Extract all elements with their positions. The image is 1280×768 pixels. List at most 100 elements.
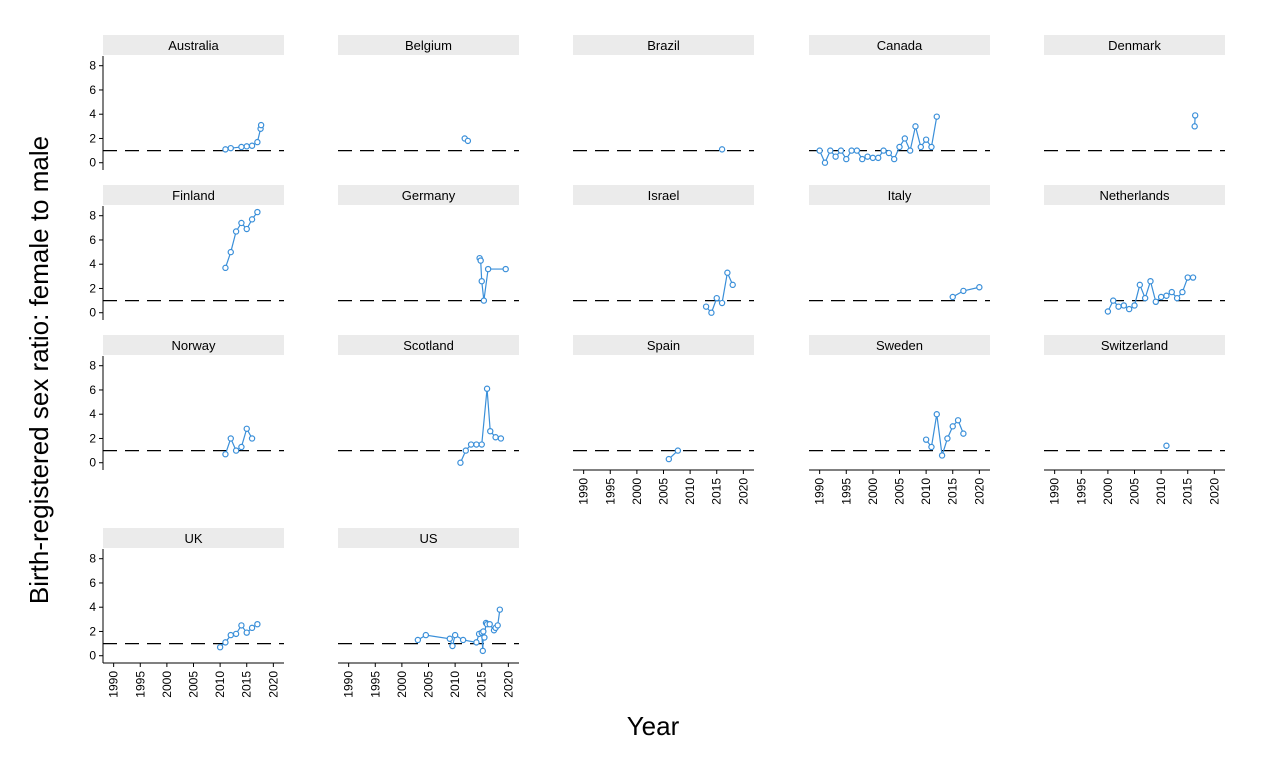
data-point-norway-2 [232,447,240,454]
y-tick-label-uk-2: 2 [89,624,96,638]
strip-background-us [338,528,519,548]
x-tick-label-uk-1990: 1990 [107,671,121,698]
y-tick-label-uk-0: 0 [89,649,96,663]
data-point-canada-20 [922,136,930,143]
panel-italy: Italy [809,185,990,302]
data-point-netherlands-3 [1120,302,1128,309]
data-point-canada-14 [890,155,898,163]
data-point-netherlands-6 [1136,281,1144,289]
strip-label-switzerland: Switzerland [1101,338,1168,353]
strip-background-scotland [338,335,519,355]
data-point-scotland-5 [483,385,491,392]
x-tick-label-sweden-2005: 2005 [893,478,907,505]
strip-background-finland [103,185,284,205]
x-tick-label-us-2005: 2005 [422,671,436,698]
strip-label-canada: Canada [877,38,923,53]
strip-background-norway [103,335,284,355]
data-point-australia-3 [243,143,250,150]
data-point-australia-0 [222,146,229,153]
x-tick-label-sweden-1990: 1990 [813,478,827,505]
data-point-us-1 [422,631,430,639]
y-axis-title: Birth-registered sex ratio: female to ma… [24,136,54,604]
data-point-canada-13 [885,149,893,157]
facet-panels: Australia 0 2 4 6 8 Belgium Brazil Canada Denmark… [89,35,1225,698]
x-tick-label-spain-1995: 1995 [603,478,617,505]
strip-background-australia [103,35,284,55]
panel-sweden: Sweden 1990 1995 2000 2005 2010 2015 2020 [809,335,990,505]
x-tick-label-us-2015: 2015 [475,671,489,698]
data-point-israel-2 [713,294,720,302]
data-point-spain-0 [665,455,673,463]
data-point-canada-17 [906,147,914,154]
x-tick-label-switzerland-2000: 2000 [1101,478,1115,505]
data-point-denmark-0 [1191,123,1198,130]
data-point-germany-5 [502,265,509,273]
data-point-us-17 [494,622,501,629]
x-tick-label-switzerland-2005: 2005 [1128,478,1142,505]
data-point-israel-4 [724,269,731,276]
data-point-canada-10 [869,154,877,162]
data-point-scotland-6 [487,427,494,435]
data-point-canada-18 [912,123,919,130]
y-tick-label-uk-4: 4 [89,600,96,614]
x-axis-title: Year [627,711,680,741]
data-point-norway-5 [248,435,256,442]
y-tick-label-finland-6: 6 [89,233,96,247]
data-point-canada-12 [880,147,887,154]
data-point-sweden-3 [938,452,946,459]
x-tick-label-spain-2020: 2020 [736,478,750,505]
series-line-us [417,609,501,651]
data-point-scotland-0 [457,459,464,466]
data-point-germany-3 [480,297,488,304]
data-point-canada-22 [933,113,940,120]
data-point-netherlands-15 [1184,274,1191,281]
x-tick-label-sweden-2000: 2000 [866,478,880,505]
x-tick-label-us-1995: 1995 [368,671,382,698]
data-point-netherlands-13 [1173,294,1181,302]
y-tick-label-finland-8: 8 [89,209,96,223]
panel-australia: Australia 0 2 4 6 8 [89,35,284,170]
strip-background-sweden [809,335,990,355]
data-point-israel-5 [729,281,736,289]
x-tick-label-switzerland-2010: 2010 [1154,478,1168,505]
strip-label-scotland: Scotland [403,338,454,353]
x-tick-label-switzerland-2020: 2020 [1207,478,1221,505]
data-point-netherlands-14 [1179,288,1186,296]
strip-label-australia: Australia [168,38,219,53]
x-tick-label-uk-2015: 2015 [240,671,254,698]
y-tick-label-uk-8: 8 [89,552,96,566]
x-tick-label-switzerland-1995: 1995 [1074,478,1088,505]
x-tick-label-us-2000: 2000 [395,671,409,698]
x-tick-label-sweden-2020: 2020 [972,478,986,505]
data-point-scotland-1 [462,447,469,454]
data-point-sweden-0 [922,436,930,443]
data-point-scotland-2 [467,441,475,448]
data-point-finland-3 [238,219,245,227]
data-point-sweden-7 [960,430,967,437]
x-tick-label-sweden-2010: 2010 [919,478,933,505]
data-point-finland-5 [248,216,256,223]
data-point-us-3 [449,642,456,650]
data-point-australia-1 [227,144,234,152]
x-tick-label-switzerland-1990: 1990 [1048,478,1062,505]
y-tick-label-finland-0: 0 [89,306,96,320]
data-point-finland-2 [232,228,240,235]
series-line-israel [705,270,734,314]
y-tick-label-finland-4: 4 [89,257,96,271]
data-point-netherlands-8 [1147,277,1154,285]
y-tick-label-norway-8: 8 [89,359,96,373]
data-point-uk-6 [248,624,256,632]
strip-label-sweden: Sweden [876,338,923,353]
data-point-canada-21 [928,143,935,151]
data-point-netherlands-11 [1163,292,1170,299]
data-point-australia-5 [254,138,261,146]
data-point-norway-0 [222,451,229,458]
panel-israel: Israel [573,185,754,316]
data-point-us-2 [446,635,453,642]
data-point-sweden-2 [933,411,940,418]
y-tick-label-australia-4: 4 [89,107,96,121]
data-point-canada-16 [901,135,909,142]
x-tick-label-spain-2010: 2010 [683,478,697,505]
data-point-netherlands-1 [1110,297,1117,304]
